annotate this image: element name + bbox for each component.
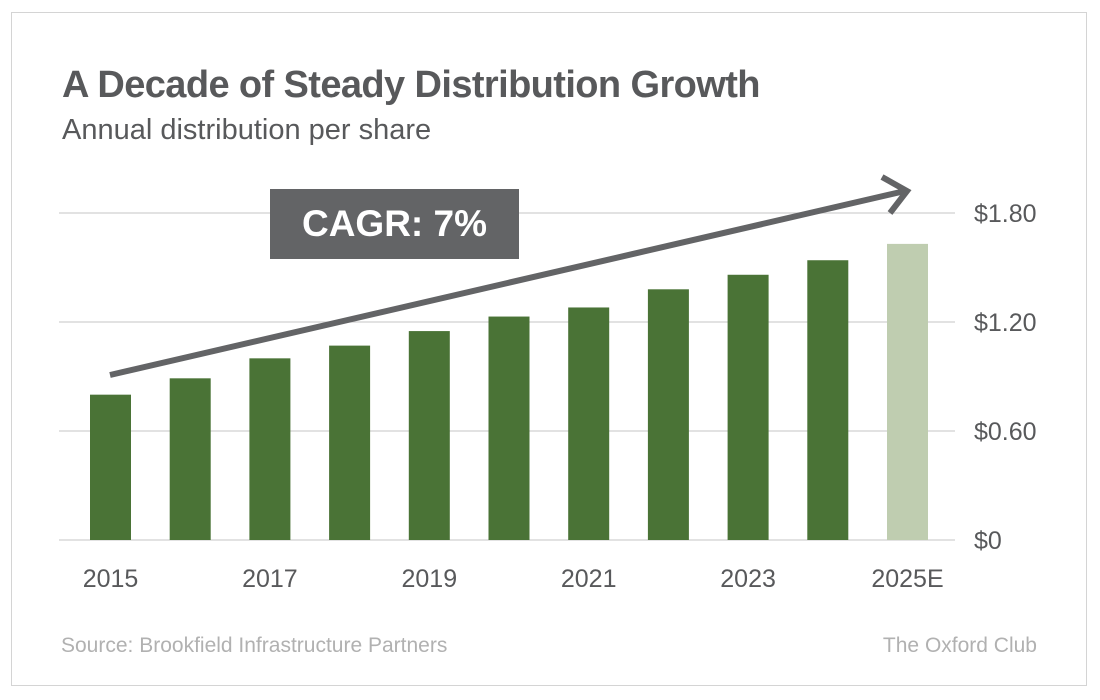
bar bbox=[488, 316, 530, 540]
arrow-head bbox=[880, 174, 912, 215]
bar bbox=[169, 378, 211, 540]
x-axis-ticks: 2015 2017 2019 2021 2023 2025E bbox=[83, 565, 944, 593]
y-axis-ticks: $0 $0.60 $1.20 $1.80 bbox=[974, 200, 1037, 555]
bar bbox=[249, 358, 291, 540]
x-tick-label: 2025E bbox=[871, 565, 943, 593]
trend-arrow-icon bbox=[109, 174, 912, 378]
x-tick-label: 2017 bbox=[242, 565, 298, 593]
chart-title: A Decade of Steady Distribution Growth bbox=[62, 64, 760, 106]
bars bbox=[90, 243, 928, 540]
bar bbox=[90, 394, 131, 540]
brand-label: The Oxford Club bbox=[882, 634, 1037, 657]
bar bbox=[727, 274, 769, 540]
y-tick-label: $1.20 bbox=[974, 309, 1037, 337]
y-tick-label: $0 bbox=[974, 527, 1002, 555]
arrow-shaft bbox=[109, 188, 906, 378]
cagr-annotation: CAGR: 7% bbox=[270, 189, 519, 259]
bar bbox=[329, 345, 371, 540]
source-note: Source: Brookfield Infrastructure Partne… bbox=[61, 634, 448, 657]
x-tick-label: 2015 bbox=[83, 565, 139, 593]
bar bbox=[647, 289, 689, 540]
x-tick-label: 2021 bbox=[561, 565, 617, 593]
x-tick-label: 2023 bbox=[720, 565, 776, 593]
x-tick-label: 2019 bbox=[401, 565, 457, 593]
bar-estimate bbox=[887, 243, 928, 540]
y-tick-label: $0.60 bbox=[974, 418, 1037, 446]
bar bbox=[408, 331, 450, 540]
bar bbox=[807, 260, 849, 540]
y-tick-label: $1.80 bbox=[974, 200, 1037, 228]
bar bbox=[568, 307, 610, 540]
chart-subtitle: Annual distribution per share bbox=[62, 114, 432, 146]
